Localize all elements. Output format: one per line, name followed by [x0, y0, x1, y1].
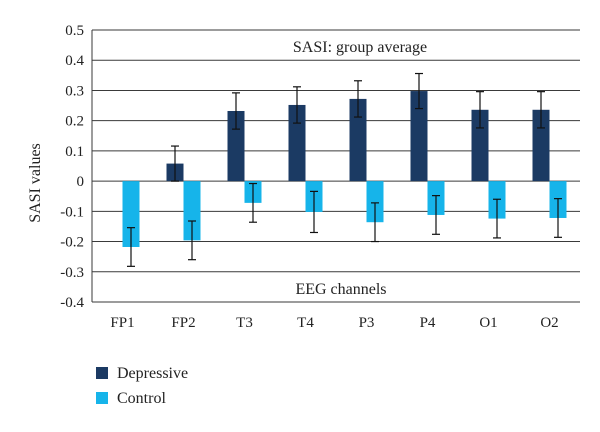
category-label-t4: T4	[297, 315, 314, 331]
y-tick-label: 0	[77, 174, 85, 190]
category-label-fp1: FP1	[110, 315, 134, 331]
bar-depressive-t4	[288, 104, 306, 182]
legend-label-depressive: Depressive	[117, 365, 188, 382]
y-tick-label: 0.2	[65, 114, 84, 130]
legend-swatch-depressive	[96, 367, 108, 379]
bar-depressive-o1	[471, 109, 489, 182]
bar-control-fp1	[122, 181, 140, 247]
grid-lines	[92, 29, 580, 303]
bars	[122, 91, 567, 247]
y-axis-title: SASI values	[27, 143, 44, 223]
bar-depressive-t3	[227, 110, 245, 182]
category-label-p3: P3	[359, 315, 375, 331]
chart-title: SASI: group average	[293, 39, 427, 56]
bar-depressive-p4	[410, 91, 428, 182]
legend-label-control: Control	[117, 390, 166, 407]
y-tick-label: -0.2	[60, 235, 84, 251]
y-tick-label: 0.3	[65, 83, 84, 99]
bar-depressive-p3	[349, 98, 367, 182]
y-tick-labels: 0.5 0.4 0.3 0.2 0.1 0 -0.1 -0.2 -0.3 -0.4	[60, 23, 84, 311]
legend: Depressive Control	[96, 365, 188, 407]
y-tick-label: -0.4	[60, 295, 84, 311]
category-label-t3: T3	[236, 315, 253, 331]
category-label-p4: P4	[420, 315, 436, 331]
y-tick-label: -0.1	[60, 204, 84, 220]
y-tick-label: 0.1	[65, 144, 84, 160]
y-tick-label: 0.4	[65, 53, 84, 69]
y-tick-label: 0.5	[65, 23, 84, 39]
legend-swatch-control	[96, 392, 108, 404]
category-label-fp2: FP2	[171, 315, 195, 331]
y-tick-label: -0.3	[60, 265, 84, 281]
bar-control-p3	[366, 181, 384, 223]
x-axis-title: EEG channels	[295, 281, 386, 298]
category-label-o1: O1	[479, 315, 497, 331]
bar-depressive-o2	[532, 109, 550, 182]
category-label-o2: O2	[540, 315, 558, 331]
bar-control-fp2	[183, 181, 201, 241]
error-bars	[127, 72, 562, 267]
category-labels: FP1 FP2 T3 T4 P3 P4 O1 O2	[110, 315, 558, 331]
